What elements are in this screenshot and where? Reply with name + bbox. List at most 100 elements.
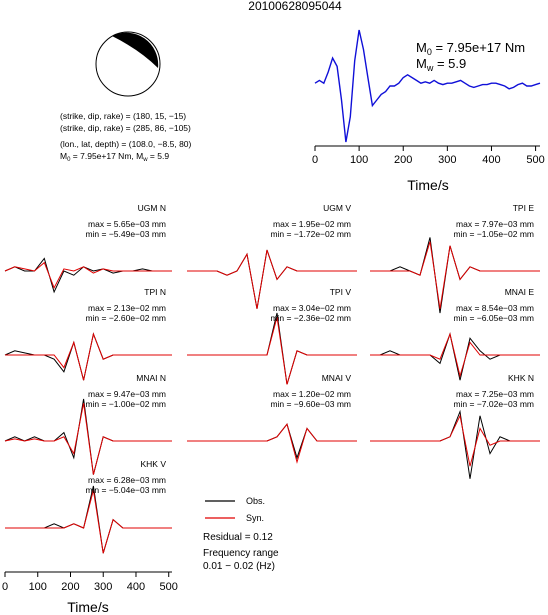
- panel-max-label: max = 2.13e−02 mm: [88, 303, 166, 313]
- panel-max-label: max = 5.65e−03 mm: [88, 219, 166, 229]
- observed-trace: [187, 249, 357, 309]
- moment-magnitude-line: M0 = 7.95e+17 Nm, Mw = 5.9: [60, 151, 169, 163]
- m0-subscript: 0: [67, 157, 71, 163]
- panel-min-label: min = −2.36e−02 mm: [270, 313, 351, 323]
- stf-mw-subscript: w: [426, 63, 434, 73]
- synthetic-trace: [370, 241, 540, 309]
- stf-mw-value: = 5.9: [433, 56, 466, 71]
- figure-title: 20100628095044: [248, 0, 342, 13]
- panel-station-label: MNAI N: [136, 373, 166, 383]
- waveform-tick-label: 0: [2, 581, 8, 593]
- panel-max-label: max = 1.20e−02 mm: [273, 389, 351, 399]
- residual-label: Residual = 0.12: [203, 532, 273, 543]
- waveform-tick-label: 300: [94, 581, 112, 593]
- panel-min-label: min = −2.60e−02 mm: [85, 313, 166, 323]
- nodal-plane-1: (strike, dip, rake) = (180, 15, −15): [60, 111, 186, 121]
- mw-symbol: M: [136, 151, 143, 161]
- panel-max-label: max = 7.97e−03 mm: [456, 219, 534, 229]
- legend-obs-label: Obs.: [246, 496, 265, 506]
- stf-tick-label: 400: [482, 154, 500, 166]
- panel-station-label: UGM V: [323, 203, 351, 213]
- panel-station-label: TPI N: [144, 287, 166, 297]
- panel-station-label: TPI E: [513, 203, 535, 213]
- panel-min-label: min = −5.49e−03 mm: [85, 229, 166, 239]
- stf-tick-label: 300: [438, 154, 456, 166]
- synthetic-trace: [370, 332, 540, 378]
- stf-m0-subscript: 0: [427, 47, 432, 57]
- synthetic-trace: [4, 403, 172, 475]
- synthetic-trace: [5, 490, 172, 554]
- panel-max-label: max = 6.28e−03 mm: [88, 475, 166, 485]
- panel-station-label: KHK V: [140, 459, 166, 469]
- synthetic-trace: [187, 249, 357, 309]
- stf-m0-symbol: M: [416, 40, 427, 55]
- panel-max-label: max = 7.25e−03 mm: [456, 389, 534, 399]
- waveform-tick-label: 400: [127, 581, 145, 593]
- waveform-tick-label: 200: [61, 581, 79, 593]
- waveform-x-axis: 0 100 200 300 400 500 Time/s: [2, 571, 178, 615]
- panel-min-label: min = −9.60e−03 mm: [270, 399, 351, 409]
- panel-min-label: min = −7.02e−03 mm: [453, 399, 534, 409]
- stf-panel: 0 100 200 300 400 500 M0 = 7.95e+17 Nm Mw = 5…: [312, 29, 545, 193]
- panel-min-label: min = −1.00e−02 mm: [85, 399, 166, 409]
- synthetic-trace: [187, 317, 357, 385]
- mw-value: = 5.9: [148, 151, 170, 161]
- stf-tick-label: 0: [312, 154, 318, 166]
- source-info: (strike, dip, rake) = (180, 15, −15) (st…: [60, 111, 192, 163]
- panel-station-label: KHK N: [508, 373, 534, 383]
- stf-mw-symbol: M: [416, 56, 427, 71]
- panel-min-label: min = −1.72e−02 mm: [270, 229, 351, 239]
- waveform-tick-label: 500: [160, 581, 178, 593]
- panel-min-label: min = −1.05e−02 mm: [453, 229, 534, 239]
- stf-m0-value: = 7.95e+17 Nm: [432, 40, 525, 55]
- observed-trace: [370, 237, 540, 314]
- panel-max-label: max = 1.95e−02 mm: [273, 219, 351, 229]
- stf-mw-label: Mw = 5.9: [416, 56, 466, 73]
- beachball-compressional: [112, 32, 159, 68]
- observed-trace: [5, 485, 172, 554]
- panel-max-label: max = 8.54e−03 mm: [456, 303, 534, 313]
- frequency-range: 0.01 − 0.02 (Hz): [203, 561, 275, 572]
- stf-m0-label: M0 = 7.95e+17 Nm: [416, 40, 525, 57]
- legend: Obs. Syn. Residual = 0.12 Frequency rang…: [203, 496, 279, 572]
- stf-series-line: [314, 29, 541, 143]
- m0-value: = 7.95e+17 Nm,: [70, 151, 136, 161]
- frequency-title: Frequency range: [203, 548, 279, 559]
- hypocenter: (lon., lat, depth) = (108.0, −8.5, 80): [60, 139, 192, 149]
- beachball: [95, 31, 161, 97]
- m0-symbol: M: [60, 151, 67, 161]
- observed-trace: [370, 409, 540, 479]
- legend-syn-label: Syn.: [246, 513, 264, 523]
- synthetic-trace: [187, 423, 357, 464]
- waveform-tick-label: 100: [29, 581, 47, 593]
- mw-subscript: w: [142, 157, 148, 163]
- panel-max-label: max = 3.04e−02 mm: [273, 303, 351, 313]
- nodal-plane-2: (strike, dip, rake) = (285, 86, −105): [60, 123, 191, 133]
- panel-min-label: min = −6.05e−03 mm: [453, 313, 534, 323]
- stf-tick-label: 200: [394, 154, 412, 166]
- synthetic-trace: [370, 414, 540, 467]
- panel-station-label: MNAI E: [505, 287, 535, 297]
- synthetic-trace: [4, 261, 172, 290]
- waveform-x-axis-label: Time/s: [67, 599, 108, 615]
- stf-tick-label: 500: [526, 154, 544, 166]
- panel-station-label: UGM N: [138, 203, 166, 213]
- synthetic-trace: [5, 332, 172, 381]
- stf-tick-label: 100: [350, 154, 368, 166]
- panel-min-label: min = −5.04e−03 mm: [85, 485, 166, 495]
- panel-station-label: MNAI V: [322, 373, 352, 383]
- panel-station-label: TPI V: [330, 287, 352, 297]
- stf-x-axis-label: Time/s: [407, 177, 448, 193]
